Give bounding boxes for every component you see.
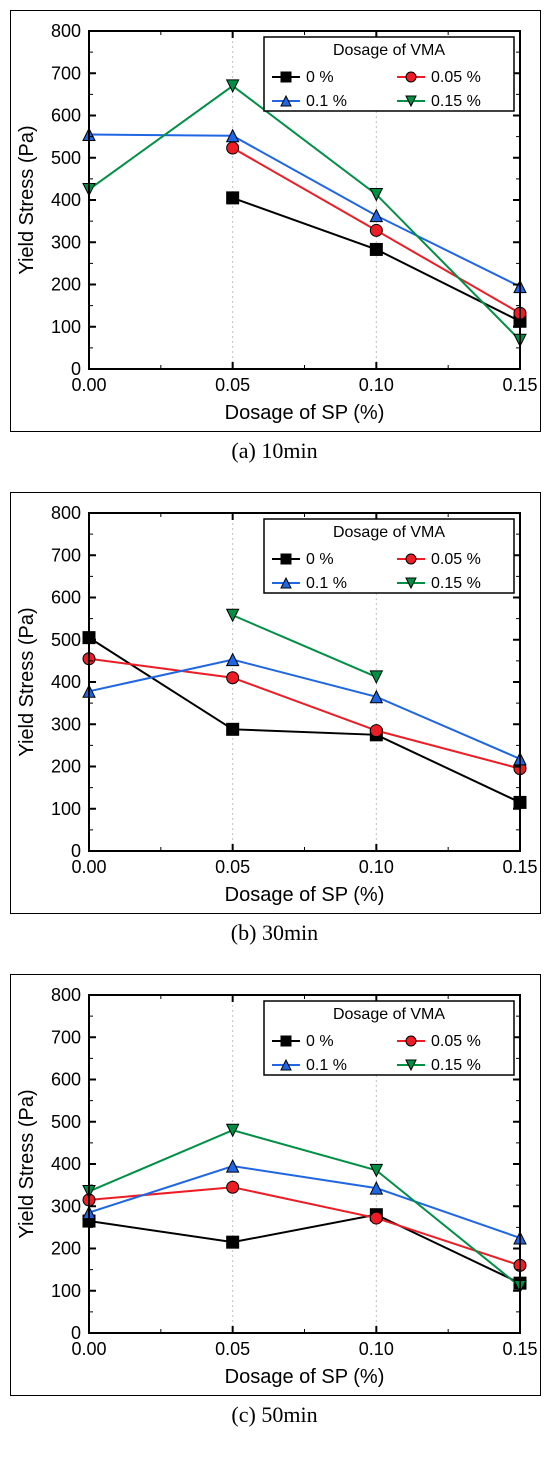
figure-container: 0.000.050.100.15010020030040050060070080… bbox=[10, 10, 539, 1428]
y-tick-label: 0 bbox=[71, 841, 81, 861]
y-tick-label: 500 bbox=[51, 630, 81, 650]
x-axis-label: Dosage of SP (%) bbox=[225, 402, 385, 424]
y-axis-label: Yield Stress (Pa) bbox=[16, 125, 38, 274]
legend-item-label: 0.15 % bbox=[431, 575, 481, 592]
legend-item-label: 0.1 % bbox=[306, 575, 347, 592]
y-tick-label: 600 bbox=[51, 106, 81, 126]
legend-item-label: 0.15 % bbox=[431, 93, 481, 110]
y-tick-label: 300 bbox=[51, 232, 81, 252]
y-tick-label: 200 bbox=[51, 275, 81, 295]
marker-square bbox=[281, 72, 291, 82]
y-tick-label: 400 bbox=[51, 190, 81, 210]
y-axis-label: Yield Stress (Pa) bbox=[16, 1089, 38, 1238]
chart: 0.000.050.100.15010020030040050060070080… bbox=[10, 974, 541, 1396]
y-tick-label: 400 bbox=[51, 672, 81, 692]
legend-item-label: 0.1 % bbox=[306, 1057, 347, 1074]
y-tick-label: 700 bbox=[51, 63, 81, 83]
y-tick-label: 700 bbox=[51, 1027, 81, 1047]
y-tick-label: 0 bbox=[71, 359, 81, 379]
marker-square bbox=[281, 554, 291, 564]
y-tick-label: 500 bbox=[51, 148, 81, 168]
y-tick-label: 600 bbox=[51, 1070, 81, 1090]
y-tick-label: 100 bbox=[51, 1281, 81, 1301]
marker-circle bbox=[370, 224, 382, 236]
y-tick-label: 200 bbox=[51, 1239, 81, 1259]
y-tick-label: 200 bbox=[51, 757, 81, 777]
x-axis-label: Dosage of SP (%) bbox=[225, 884, 385, 906]
subcaption: (a) 10min bbox=[10, 438, 539, 464]
y-tick-label: 800 bbox=[51, 985, 81, 1005]
legend-item-label: 0.15 % bbox=[431, 1057, 481, 1074]
y-tick-label: 500 bbox=[51, 1112, 81, 1132]
legend-item-label: 0.05 % bbox=[431, 69, 481, 86]
x-tick-label: 0.10 bbox=[359, 375, 394, 395]
y-tick-label: 0 bbox=[71, 1323, 81, 1343]
x-tick-label: 0.05 bbox=[215, 1339, 250, 1359]
chart: 0.000.050.100.15010020030040050060070080… bbox=[10, 10, 541, 432]
y-tick-label: 800 bbox=[51, 503, 81, 523]
marker-circle bbox=[227, 142, 239, 154]
legend-item-label: 0 % bbox=[306, 69, 334, 86]
legend-item-label: 0.1 % bbox=[306, 93, 347, 110]
marker-circle bbox=[370, 725, 382, 737]
x-tick-label: 0.05 bbox=[215, 375, 250, 395]
legend-item-label: 0.05 % bbox=[431, 1033, 481, 1050]
x-tick-label: 0.10 bbox=[359, 857, 394, 877]
chart-block: 0.000.050.100.15010020030040050060070080… bbox=[10, 492, 539, 946]
legend-item-label: 0 % bbox=[306, 551, 334, 568]
legend-title: Dosage of VMA bbox=[333, 524, 445, 541]
legend-title: Dosage of VMA bbox=[333, 1006, 445, 1023]
marker-circle bbox=[406, 1036, 416, 1046]
marker-circle bbox=[227, 672, 239, 684]
x-tick-label: 0.15 bbox=[502, 375, 537, 395]
x-tick-label: 0.05 bbox=[215, 857, 250, 877]
legend-title: Dosage of VMA bbox=[333, 42, 445, 59]
subcaption: (c) 50min bbox=[10, 1402, 539, 1428]
marker-circle bbox=[227, 1181, 239, 1193]
y-tick-label: 300 bbox=[51, 714, 81, 734]
y-tick-label: 100 bbox=[51, 799, 81, 819]
marker-square bbox=[227, 723, 239, 735]
x-tick-label: 0.15 bbox=[502, 857, 537, 877]
x-tick-label: 0.10 bbox=[359, 1339, 394, 1359]
x-tick-label: 0.15 bbox=[502, 1339, 537, 1359]
y-tick-label: 300 bbox=[51, 1196, 81, 1216]
x-axis-label: Dosage of SP (%) bbox=[225, 1366, 385, 1388]
y-axis-label: Yield Stress (Pa) bbox=[16, 607, 38, 756]
marker-circle bbox=[406, 72, 416, 82]
y-tick-label: 400 bbox=[51, 1154, 81, 1174]
y-tick-label: 800 bbox=[51, 21, 81, 41]
chart-block: 0.000.050.100.15010020030040050060070080… bbox=[10, 974, 539, 1428]
subcaption: (b) 30min bbox=[10, 920, 539, 946]
marker-square bbox=[370, 243, 382, 255]
chart: 0.000.050.100.15010020030040050060070080… bbox=[10, 492, 541, 914]
marker-circle bbox=[406, 554, 416, 564]
y-tick-label: 100 bbox=[51, 317, 81, 337]
marker-square bbox=[227, 1236, 239, 1248]
marker-circle bbox=[370, 1212, 382, 1224]
y-tick-label: 600 bbox=[51, 588, 81, 608]
chart-block: 0.000.050.100.15010020030040050060070080… bbox=[10, 10, 539, 464]
marker-square bbox=[281, 1036, 291, 1046]
legend-item-label: 0 % bbox=[306, 1033, 334, 1050]
marker-square bbox=[227, 192, 239, 204]
legend-item-label: 0.05 % bbox=[431, 551, 481, 568]
y-tick-label: 700 bbox=[51, 545, 81, 565]
